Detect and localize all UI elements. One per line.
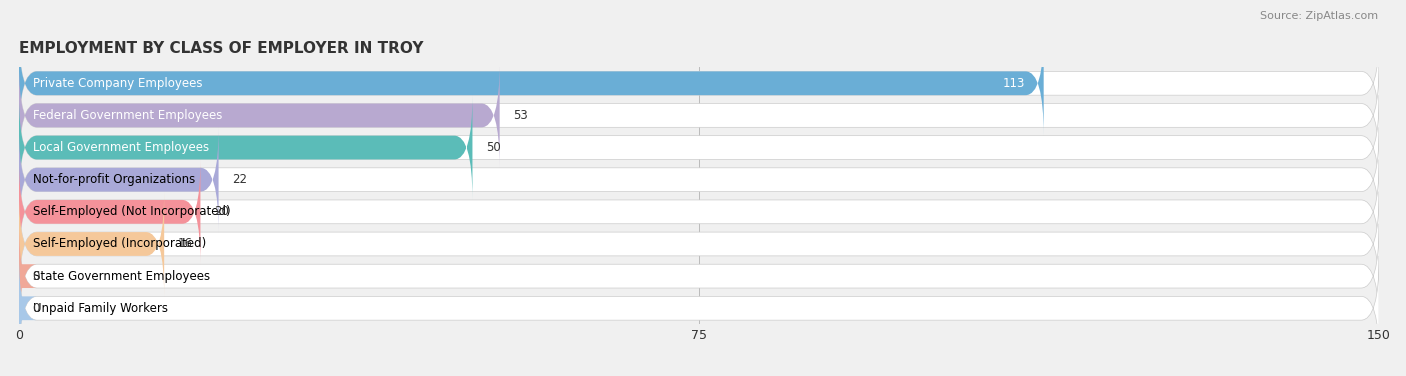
Text: 50: 50: [486, 141, 501, 154]
FancyBboxPatch shape: [18, 95, 1379, 200]
FancyBboxPatch shape: [18, 192, 1379, 296]
Text: 20: 20: [214, 205, 229, 218]
FancyBboxPatch shape: [18, 127, 1379, 232]
FancyBboxPatch shape: [18, 63, 1379, 168]
Text: 53: 53: [513, 109, 527, 122]
Text: Source: ZipAtlas.com: Source: ZipAtlas.com: [1260, 11, 1378, 21]
FancyBboxPatch shape: [1, 256, 37, 361]
FancyBboxPatch shape: [18, 63, 499, 168]
Text: Not-for-profit Organizations: Not-for-profit Organizations: [32, 173, 195, 186]
Text: Self-Employed (Not Incorporated): Self-Employed (Not Incorporated): [32, 205, 231, 218]
FancyBboxPatch shape: [18, 224, 1379, 329]
FancyBboxPatch shape: [18, 31, 1043, 136]
Text: Private Company Employees: Private Company Employees: [32, 77, 202, 90]
Text: Unpaid Family Workers: Unpaid Family Workers: [32, 302, 167, 315]
Text: 113: 113: [1002, 77, 1025, 90]
FancyBboxPatch shape: [18, 127, 218, 232]
Text: 16: 16: [177, 238, 193, 250]
Text: Self-Employed (Incorporated): Self-Employed (Incorporated): [32, 238, 205, 250]
FancyBboxPatch shape: [18, 159, 1379, 264]
FancyBboxPatch shape: [1, 224, 37, 329]
FancyBboxPatch shape: [18, 95, 472, 200]
Text: 22: 22: [232, 173, 247, 186]
Text: 0: 0: [32, 302, 39, 315]
Text: EMPLOYMENT BY CLASS OF EMPLOYER IN TROY: EMPLOYMENT BY CLASS OF EMPLOYER IN TROY: [20, 41, 423, 56]
FancyBboxPatch shape: [18, 192, 165, 296]
Text: State Government Employees: State Government Employees: [32, 270, 209, 283]
FancyBboxPatch shape: [18, 159, 201, 264]
Text: 0: 0: [32, 270, 39, 283]
Text: Federal Government Employees: Federal Government Employees: [32, 109, 222, 122]
FancyBboxPatch shape: [18, 31, 1379, 136]
FancyBboxPatch shape: [18, 256, 1379, 361]
Text: Local Government Employees: Local Government Employees: [32, 141, 208, 154]
